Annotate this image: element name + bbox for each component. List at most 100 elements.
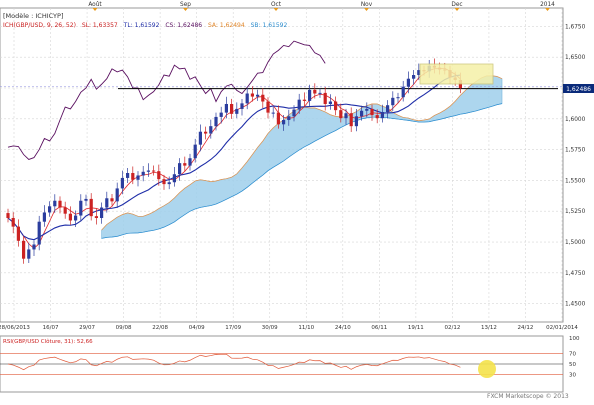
candle-body: [42, 212, 46, 222]
rsi-tick-label: 50: [569, 362, 576, 368]
candle-body: [214, 116, 218, 127]
x-tick-label: 24/12: [518, 325, 534, 331]
candle-body: [74, 215, 78, 221]
candle: [417, 63, 421, 81]
month-marker: [183, 8, 188, 11]
candle-body: [167, 182, 171, 185]
candle-body: [84, 198, 88, 201]
month-label: Oct: [271, 2, 282, 8]
y-tick-label: 1,6750: [565, 24, 586, 30]
candle-body: [162, 179, 166, 185]
candle: [360, 105, 364, 121]
candle: [282, 114, 286, 131]
candle-body: [53, 200, 57, 207]
candle-body: [115, 188, 119, 202]
candle-body: [417, 70, 421, 76]
rsi-tick-label: 30: [569, 372, 576, 378]
candle: [63, 201, 67, 219]
candle-body: [365, 108, 369, 111]
candle-body: [386, 105, 390, 112]
month-label: 2014: [540, 2, 555, 8]
rsi: 100 70 50 30: [0, 336, 580, 378]
candle: [94, 208, 98, 225]
candle: [240, 99, 244, 116]
x-tick-label: 30/09: [262, 325, 278, 331]
candle: [198, 124, 202, 152]
candle: [214, 112, 218, 131]
x-tick-label: 02/01/2014: [546, 325, 578, 331]
month-label: Nov: [361, 2, 373, 8]
candle-body: [302, 99, 306, 101]
candle: [68, 206, 72, 225]
candle: [22, 235, 26, 264]
candle: [79, 194, 83, 222]
candle-body: [323, 92, 327, 104]
x-tick-label: 13/12: [481, 325, 497, 331]
candle: [188, 153, 192, 171]
candle: [42, 205, 46, 227]
candle-body: [32, 244, 36, 250]
indicator-cs: CS: 1,62486: [165, 22, 202, 29]
candle-body: [271, 112, 275, 114]
x-tick-label: 19/11: [408, 325, 424, 331]
candle: [100, 202, 104, 224]
candle: [328, 94, 332, 110]
kijun-line: [7, 74, 461, 241]
candle-body: [79, 200, 83, 216]
candle-body: [406, 78, 410, 87]
indicator-sl: SL: 1,63357: [82, 22, 118, 29]
chikou-line: [7, 40, 326, 160]
candle: [245, 87, 249, 110]
month-marker: [454, 8, 460, 11]
candle-body: [370, 108, 374, 116]
x-tick-label: 24/10: [335, 325, 351, 331]
indicator-legend: ICH(GBP/USD, 9, 26, 52) SL: 1,63357 TL: …: [3, 22, 287, 29]
candle-body: [146, 170, 150, 172]
candle-body: [292, 109, 296, 117]
candle: [391, 91, 395, 112]
x-tick-label: 29/07: [79, 325, 95, 331]
candle: [297, 93, 301, 114]
price-badge: [563, 84, 594, 93]
candle: [230, 98, 234, 119]
y-tick-label: 1,5250: [565, 209, 586, 215]
candle: [183, 156, 187, 172]
candle-body: [6, 213, 10, 219]
candle: [250, 86, 254, 102]
y-tick-label: 1,4750: [565, 271, 586, 277]
candle-body: [245, 93, 249, 104]
kumo-cloud: [101, 75, 503, 239]
candle: [235, 102, 239, 119]
candle-body: [188, 158, 192, 166]
candle: [178, 158, 182, 181]
candle-body: [297, 99, 301, 110]
month-label: Sep: [180, 2, 191, 8]
candle: [27, 242, 31, 263]
candle: [126, 167, 130, 183]
candle-body: [261, 94, 265, 102]
candle: [406, 71, 410, 94]
candle: [380, 104, 384, 123]
candle: [11, 212, 15, 234]
candle-body: [412, 75, 416, 79]
candle-body: [401, 86, 405, 98]
candle: [271, 106, 275, 118]
model-label: [Modèle : ICHICYP]: [3, 12, 63, 20]
candle: [141, 165, 145, 182]
candle: [146, 163, 150, 177]
month-marker: [545, 8, 550, 11]
candle: [193, 138, 197, 163]
candle-body: [48, 206, 52, 213]
candle: [219, 106, 223, 124]
candle: [334, 96, 338, 116]
candle-body: [11, 218, 15, 227]
candle-body: [204, 131, 208, 134]
month-label: Dec: [451, 2, 462, 8]
candle: [401, 80, 405, 102]
indicator-sa: SA: 1,62494: [208, 22, 245, 29]
cursor-dot[interactable]: [478, 360, 496, 378]
candle: [287, 109, 291, 126]
candle: [375, 109, 379, 124]
senkou-a-line: [101, 75, 503, 231]
